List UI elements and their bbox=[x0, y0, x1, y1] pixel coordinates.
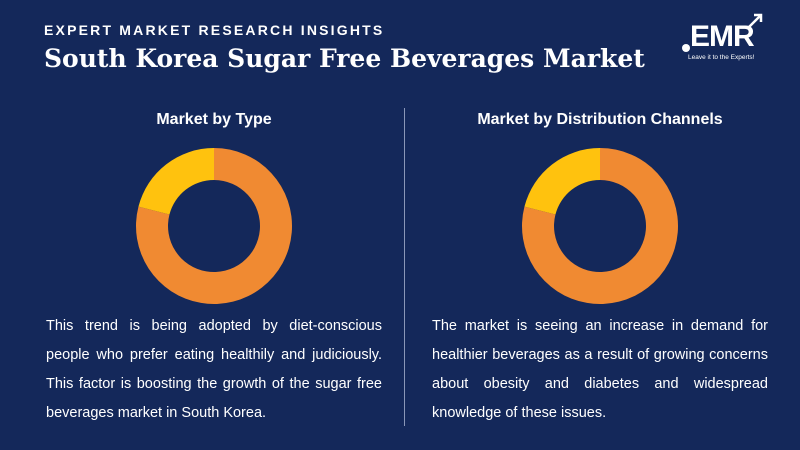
logo-circle-icon bbox=[682, 44, 690, 52]
panel-market-by-type: Market by Type This trend is being adopt… bbox=[46, 108, 382, 428]
panel-title-distribution: Market by Distribution Channels bbox=[477, 111, 723, 128]
logo-wordmark: EMR bbox=[690, 20, 755, 53]
donut-slice-0 bbox=[136, 148, 292, 304]
panel-title-type: Market by Type bbox=[156, 111, 272, 128]
donut-slice-1 bbox=[524, 148, 600, 215]
donut-slice-1 bbox=[138, 148, 214, 215]
donut-slice-0 bbox=[522, 148, 678, 304]
logo-tagline: Leave it to the Experts! bbox=[688, 54, 755, 61]
panel-divider bbox=[404, 108, 405, 426]
logo-arrow-icon bbox=[748, 13, 763, 28]
donut-chart-distribution bbox=[522, 148, 678, 304]
page-title: South Korea Sugar Free Beverages Market bbox=[44, 44, 645, 73]
kicker: EXPERT MARKET RESEARCH INSIGHTS bbox=[44, 22, 385, 38]
panel-text-type: This trend is being adopted by diet-cons… bbox=[46, 318, 382, 421]
donut-chart-type bbox=[136, 148, 292, 304]
logo: EMR Leave it to the Experts! bbox=[668, 10, 778, 66]
panel-text-distribution: The market is seeing an increase in dema… bbox=[432, 318, 768, 421]
panel-market-by-distribution: Market by Distribution Channels The mark… bbox=[432, 108, 768, 428]
